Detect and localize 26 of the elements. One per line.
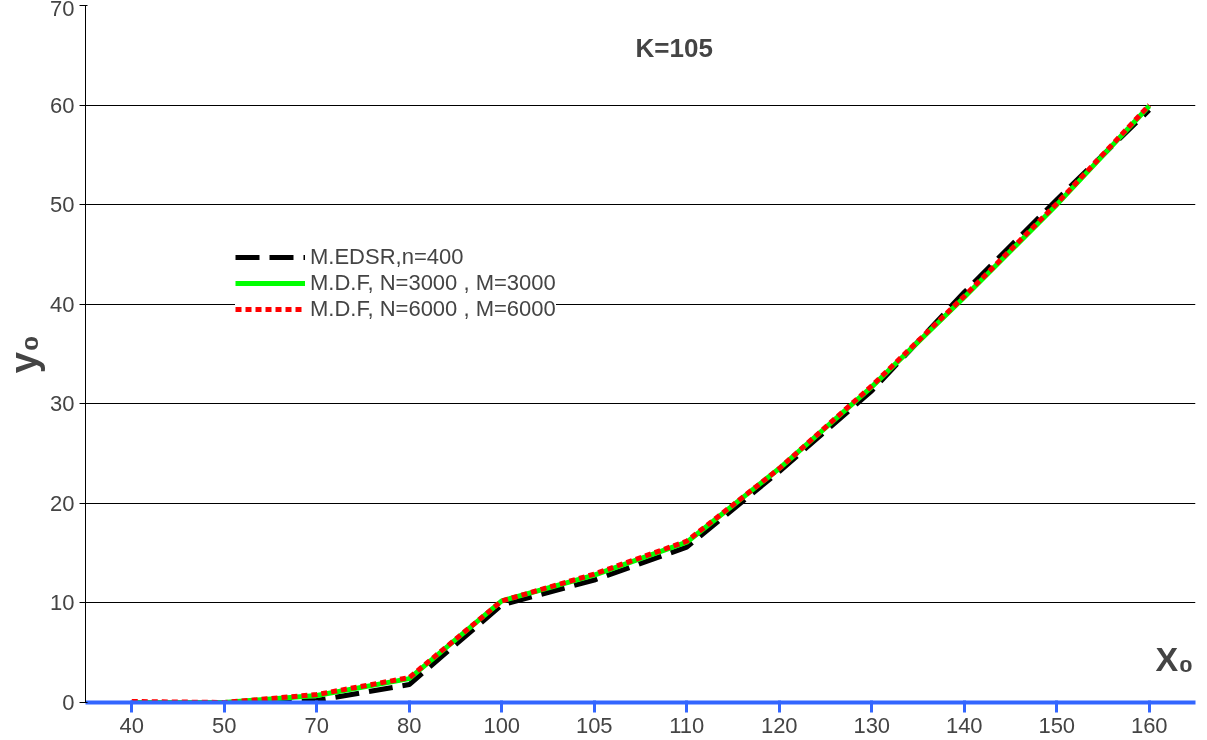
legend-label: M.D.F, N=6000 , M=6000 [310,296,556,322]
x-tick-label: 110 [669,712,705,738]
y-tick-label: 60 [50,92,75,118]
y-tick-label: 50 [50,192,75,218]
y-axis-title: y₀ [3,334,46,374]
y-tick-label: 0 [62,690,75,715]
x-tick-label: 80 [397,712,422,738]
x-tick-label: 130 [853,712,891,738]
x-tick-label: 40 [119,712,144,738]
x-tick-label: 105 [575,712,613,738]
y-tick-label: 10 [50,590,75,616]
x-tick-label: 100 [483,712,521,738]
x-tick-label: 70 [304,712,329,738]
x-tick-label: 150 [1038,712,1076,738]
x-tick-label: 140 [945,712,983,738]
legend-label: M.D.F, N=3000 , M=3000 [310,270,556,296]
y-tick-label: 30 [50,391,75,417]
x-tick-label: 50 [212,712,237,738]
y-tick-label: 40 [50,291,75,317]
x-axis-title: X₀ [1155,639,1194,678]
legend-label: M.EDSR,n=400 [310,244,464,270]
y-tick-label: 20 [50,490,75,516]
y-tick-label: 70 [50,0,75,21]
text: K=105 [635,32,713,63]
x-tick-label: 160 [1130,712,1168,738]
x-tick-label: 120 [760,712,798,738]
